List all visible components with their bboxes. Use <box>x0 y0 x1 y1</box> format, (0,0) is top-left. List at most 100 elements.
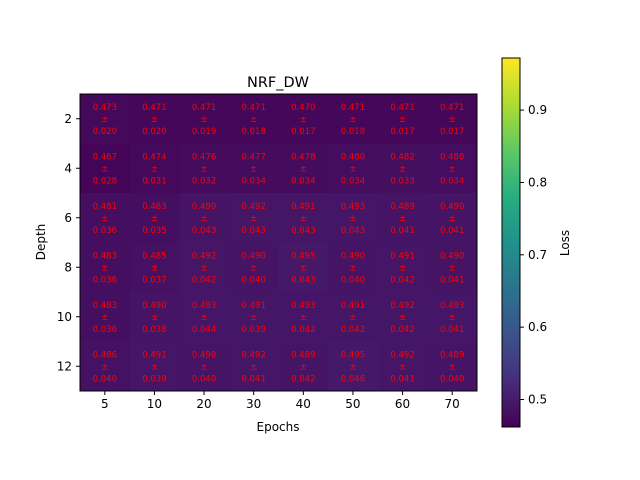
heatmap-cell <box>328 292 379 342</box>
y-tick-label: 6 <box>64 211 72 225</box>
heatmap-cell <box>377 193 428 243</box>
cell-std-label: 0.041 <box>390 226 414 236</box>
heatmap-cell <box>427 143 478 194</box>
cell-pm-label: ± <box>101 362 108 372</box>
heatmap-cell <box>129 242 180 293</box>
cell-mean-label: 0.491 <box>142 350 166 360</box>
cell-pm-label: ± <box>151 164 158 174</box>
heatmap-cell <box>80 242 131 293</box>
heatmap-cell <box>179 292 230 342</box>
y-tick-label: 12 <box>57 359 72 373</box>
colorbar-label: Loss <box>558 230 572 256</box>
heatmap-cell <box>328 193 379 243</box>
cell-mean-label: 0.495 <box>291 251 315 261</box>
cell-mean-label: 0.493 <box>341 202 365 212</box>
cell-mean-label: 0.491 <box>341 301 365 311</box>
heatmap-cell <box>129 94 180 144</box>
cell-mean-label: 0.490 <box>341 251 365 261</box>
cell-pm-label: ± <box>449 313 456 323</box>
cell-mean-label: 0.471 <box>192 103 216 113</box>
cell-pm-label: ± <box>399 263 406 273</box>
cell-std-label: 0.018 <box>242 127 266 137</box>
cell-mean-label: 0.490 <box>142 301 166 311</box>
x-axis-ticks: 5 10 20 30 40 50 60 70 <box>101 391 460 411</box>
heatmap-cell <box>278 143 329 194</box>
cell-mean-label: 0.492 <box>242 350 266 360</box>
cell-pm-label: ± <box>300 164 307 174</box>
x-tick-label: 20 <box>196 397 211 411</box>
cell-mean-label: 0.483 <box>93 301 117 311</box>
heatmap-cell <box>228 341 279 392</box>
cell-std-label: 0.017 <box>440 127 464 137</box>
cell-pm-label: ± <box>201 115 208 125</box>
y-tick-label: 10 <box>57 310 72 324</box>
cell-pm-label: ± <box>449 263 456 273</box>
cell-mean-label: 0.492 <box>390 301 414 311</box>
cell-pm-label: ± <box>101 313 108 323</box>
heatmap-cell <box>328 94 379 144</box>
cell-std-label: 0.020 <box>93 127 117 137</box>
cell-std-label: 0.018 <box>341 127 365 137</box>
cell-pm-label: ± <box>449 164 456 174</box>
cell-std-label: 0.017 <box>390 127 414 137</box>
cell-mean-label: 0.473 <box>93 103 117 113</box>
x-tick-label: 50 <box>345 397 360 411</box>
cell-pm-label: ± <box>449 115 456 125</box>
y-tick-label: 4 <box>64 161 72 175</box>
cell-annotations: 0.473 ±0.020 0.471 ±0.020 0.471 ±0.019 0.471 ±0… <box>93 103 465 385</box>
heatmap-cell <box>228 94 279 144</box>
cell-pm-label: ± <box>349 164 356 174</box>
cell-std-label: 0.037 <box>142 275 166 285</box>
cell-mean-label: 0.490 <box>242 251 266 261</box>
cell-mean-label: 0.491 <box>291 202 315 212</box>
cell-mean-label: 0.490 <box>192 350 216 360</box>
x-tick-label: 5 <box>101 397 109 411</box>
x-axis-label: Epochs <box>257 420 300 434</box>
heatmap-cell <box>80 341 131 392</box>
cell-std-label: 0.039 <box>242 325 266 335</box>
cell-std-label: 0.043 <box>291 275 315 285</box>
heatmap-cells <box>80 94 478 392</box>
heatmap-cell <box>377 242 428 293</box>
cell-std-label: 0.036 <box>93 275 117 285</box>
cell-mean-label: 0.490 <box>440 251 464 261</box>
heatmap-cell <box>328 143 379 194</box>
cell-std-label: 0.036 <box>93 325 117 335</box>
cell-mean-label: 0.480 <box>440 152 464 162</box>
cell-std-label: 0.042 <box>341 325 365 335</box>
x-tick-label: 30 <box>246 397 261 411</box>
cell-pm-label: ± <box>151 263 158 273</box>
heatmap-cell <box>328 341 379 392</box>
cell-pm-label: ± <box>349 263 356 273</box>
cell-std-label: 0.033 <box>390 176 414 186</box>
cell-mean-label: 0.489 <box>440 350 464 360</box>
heatmap-cell <box>427 94 478 144</box>
cell-pm-label: ± <box>399 214 406 224</box>
cell-std-label: 0.042 <box>291 374 315 384</box>
cell-mean-label: 0.480 <box>341 152 365 162</box>
cell-pm-label: ± <box>399 313 406 323</box>
cell-mean-label: 0.471 <box>341 103 365 113</box>
cell-mean-label: 0.470 <box>291 103 315 113</box>
cell-std-label: 0.041 <box>242 374 266 384</box>
heatmap-cell <box>129 143 180 194</box>
cell-std-label: 0.043 <box>192 226 216 236</box>
cell-mean-label: 0.471 <box>390 103 414 113</box>
cell-pm-label: ± <box>449 214 456 224</box>
cell-std-label: 0.031 <box>142 176 166 186</box>
colorbar-tick-label: 0.5 <box>528 393 547 407</box>
cell-pm-label: ± <box>399 362 406 372</box>
cell-mean-label: 0.493 <box>192 301 216 311</box>
cell-std-label: 0.039 <box>142 374 166 384</box>
cell-std-label: 0.040 <box>440 374 464 384</box>
cell-pm-label: ± <box>250 214 257 224</box>
heatmap-cell <box>179 143 230 194</box>
heatmap-cell <box>80 143 131 194</box>
cell-pm-label: ± <box>300 263 307 273</box>
cell-mean-label: 0.492 <box>242 202 266 212</box>
cell-std-label: 0.017 <box>291 127 315 137</box>
heatmap-cell <box>278 292 329 342</box>
cell-std-label: 0.042 <box>390 325 414 335</box>
cell-mean-label: 0.471 <box>242 103 266 113</box>
